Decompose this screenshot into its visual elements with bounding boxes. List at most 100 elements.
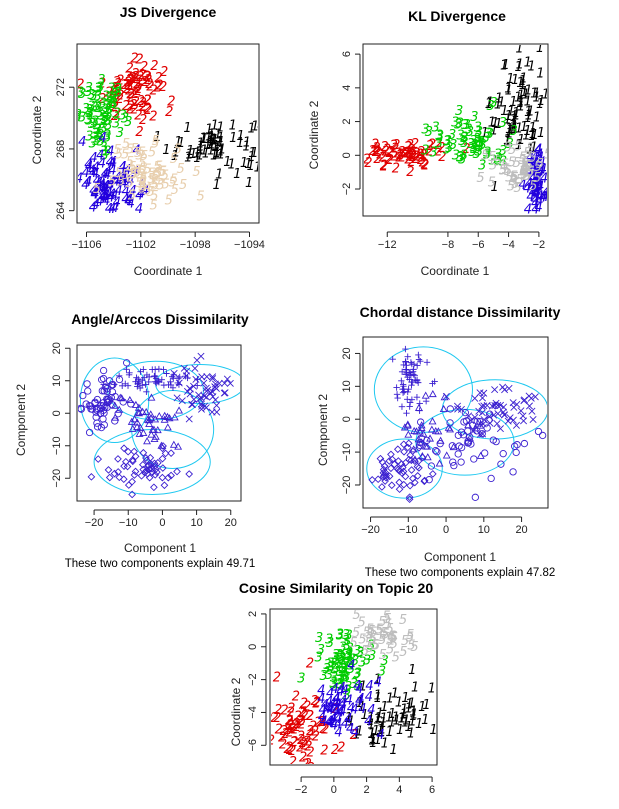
kl-point-cluster-3: 3: [506, 137, 514, 152]
cosine-point-cluster-3: 3: [323, 658, 331, 673]
js-point-cluster-1: 1: [193, 147, 201, 162]
chordal-point-circle: [448, 442, 457, 450]
js-point-cluster-3: 3: [99, 141, 107, 156]
js-x-tick-label: −1102: [126, 239, 156, 251]
kl-point-cluster-1: 1: [494, 117, 502, 132]
kl-point-cluster-3: 3: [461, 131, 469, 146]
kl-point-cluster-3: 3: [469, 134, 477, 149]
kl-point-cluster-1: 1: [512, 109, 520, 124]
angle-point-circle: [99, 415, 107, 423]
angle-point-triangle: [133, 422, 142, 430]
cosine-point-cluster-1: 1: [353, 728, 361, 743]
js-point-cluster-1: 1: [251, 120, 259, 135]
js-point-cluster-5: 5: [168, 176, 176, 191]
js-point-cluster-4: 4: [104, 187, 112, 202]
angle-point-diamond: [150, 459, 159, 468]
js-point-cluster-4: 4: [99, 189, 107, 204]
angle-point-diamond: [104, 466, 113, 474]
js-point-cluster-2: 2: [139, 100, 147, 115]
cosine-point-cluster-3: 3: [330, 671, 338, 686]
kl-point-cluster-1: 1: [516, 96, 524, 111]
js-point-cluster-4: 4: [139, 176, 147, 191]
kl-point-cluster-3: 3: [477, 136, 485, 151]
kl-point-cluster-4: 4: [532, 166, 540, 181]
js-point-cluster-4: 4: [99, 186, 107, 201]
kl-point-cluster-1: 1: [524, 124, 532, 139]
cosine-point-cluster-2: 2: [319, 722, 327, 737]
js-point-cluster-3: 3: [107, 81, 115, 96]
js-point-cluster-2: 2: [137, 94, 145, 109]
cosine-point-cluster-1: 1: [389, 743, 397, 758]
chordal-point-triangle: [412, 427, 421, 435]
js-point-cluster-1: 1: [183, 121, 191, 136]
chordal-y-axis: −20 −10 0 10 20: [341, 347, 361, 494]
kl-point-cluster-3: 3: [466, 125, 474, 140]
chordal-point-cross: [480, 389, 488, 397]
kl-point-cluster-1: 1: [511, 122, 519, 137]
cosine-point-cluster-2: 2: [312, 729, 320, 744]
chordal-point-plus: [413, 362, 421, 369]
js-point-cluster-1: 1: [211, 139, 219, 154]
cosine-point-cluster-3: 3: [345, 655, 353, 670]
js-point-cluster-5: 5: [154, 166, 162, 181]
kl-point-cluster-2: 2: [401, 146, 409, 161]
chordal-point-triangle: [423, 453, 432, 461]
cosine-point-cluster-1: 1: [388, 707, 396, 722]
js-point-cluster-3: 3: [82, 102, 90, 117]
cosine-point-cluster-2: 2: [287, 701, 295, 716]
cosine-point-cluster-4: 4: [334, 712, 342, 727]
js-point-cluster-2: 2: [144, 73, 152, 88]
angle-point-cross: [198, 373, 206, 381]
angle-y-tick-label: 0: [51, 410, 63, 416]
kl-point-cluster-2: 2: [395, 150, 403, 165]
js-point-cluster-1: 1: [196, 143, 204, 158]
kl-point-cluster-5: 5: [511, 171, 519, 186]
chordal-point-circle: [478, 430, 486, 438]
js-point-cluster-2: 2: [123, 82, 131, 97]
cosine-point-cluster-5: 5: [389, 630, 397, 645]
cosine-point-cluster-4: 4: [325, 695, 333, 710]
chordal-point-cross: [529, 415, 537, 423]
cosine-point-cluster-4: 4: [326, 687, 334, 702]
cosine-point-cluster-2: 2: [299, 751, 307, 766]
js-point-cluster-3: 3: [89, 136, 97, 151]
angle-point-triangle: [143, 415, 152, 423]
kl-ylabel: Coordinate 2: [307, 100, 321, 169]
js-point-cluster-4: 4: [98, 178, 106, 193]
chordal-point-diamond: [405, 493, 414, 502]
kl-point-cluster-3: 3: [457, 151, 465, 166]
js-point-cluster-4: 4: [89, 184, 97, 199]
cosine-point-cluster-5: 5: [368, 632, 376, 647]
js-point-cluster-5: 5: [148, 145, 156, 160]
cosine-point-cluster-5: 5: [407, 638, 415, 653]
cosine-point-cluster-5: 5: [410, 640, 418, 655]
js-point-cluster-1: 1: [209, 132, 217, 147]
kl-point-cluster-1: 1: [503, 134, 511, 149]
js-point-cluster-4: 4: [132, 144, 140, 159]
angle-point-diamond: [137, 471, 146, 480]
cosine-point-cluster-3: 3: [297, 672, 305, 687]
cosine-point-cluster-5: 5: [363, 626, 371, 641]
kl-point-cluster-3: 3: [473, 132, 481, 147]
cosine-point-cluster-2: 2: [303, 699, 311, 714]
kl-y-tick-label: 2: [341, 119, 353, 125]
js-point-cluster-5: 5: [159, 165, 167, 180]
angle-point-plus: [194, 382, 201, 389]
cosine-point-cluster-2: 2: [289, 755, 297, 770]
cosine-point-cluster-3: 3: [325, 633, 333, 648]
kl-point-cluster-5: 5: [501, 158, 509, 173]
cosine-point-cluster-2: 2: [300, 709, 308, 724]
js-point-cluster-5: 5: [136, 167, 144, 182]
js-point-cluster-1: 1: [205, 122, 213, 137]
angle-point-plus: [111, 381, 118, 388]
angle-point-plus: [137, 368, 144, 375]
kl-point-cluster-1: 1: [505, 83, 513, 98]
js-point-cluster-3: 3: [102, 106, 110, 121]
kl-point-cluster-2: 2: [373, 145, 381, 160]
angle-point-triangle: [146, 410, 155, 418]
js-point-cluster-4: 4: [91, 185, 99, 200]
kl-point-cluster-1: 1: [510, 110, 518, 125]
cosine-point-cluster-4: 4: [321, 698, 329, 713]
chordal-point-circle: [486, 410, 494, 418]
js-point-cluster-1: 1: [174, 135, 182, 150]
